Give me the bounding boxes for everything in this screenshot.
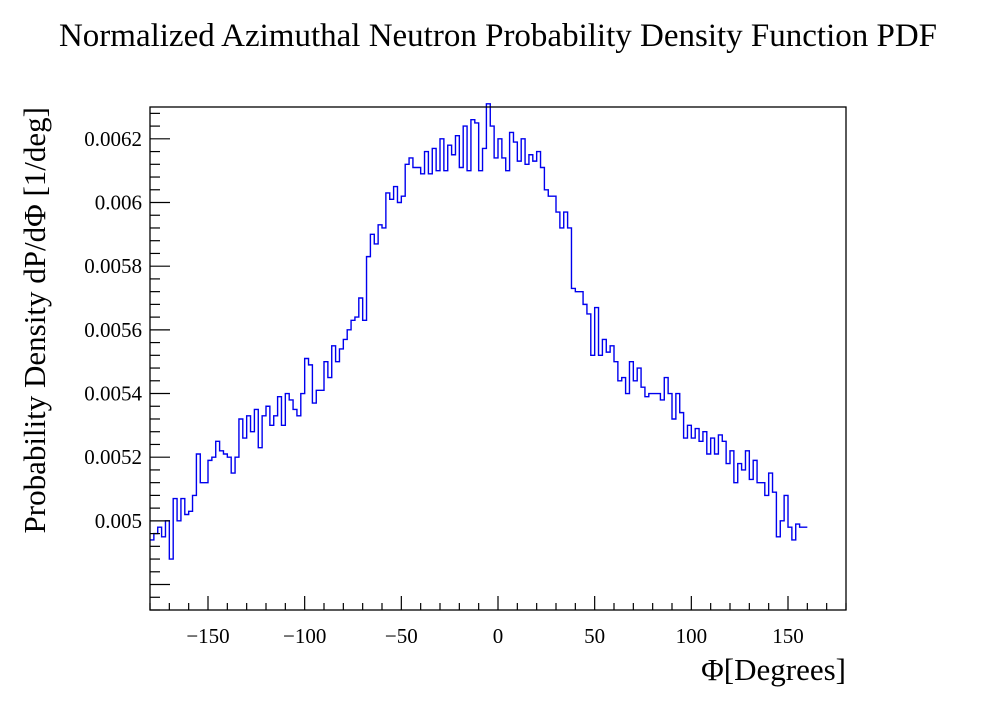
x-tick-label: 100	[676, 624, 708, 648]
y-tick-label: 0.0058	[84, 254, 142, 278]
x-tick-label: 150	[772, 624, 804, 648]
x-axis-title: Φ[Degrees]	[701, 652, 846, 687]
y-tick-label: 0.0056	[84, 318, 142, 342]
y-tick-label: 0.005	[95, 509, 142, 533]
y-tick-label: 0.0054	[84, 382, 142, 406]
x-tick-label: −50	[385, 624, 418, 648]
y-tick-label: 0.0052	[84, 445, 142, 469]
x-axis: −150 −100 −50 0 50 100 150	[149, 596, 847, 648]
x-tick-label: 0	[493, 624, 504, 648]
y-tick-label: 0.0062	[84, 127, 142, 151]
histogram-line	[150, 103, 808, 560]
x-tick-label: 50	[584, 624, 605, 648]
y-axis-title: Probability Density dP/dΦ [1/deg]	[17, 107, 52, 534]
chart-title: Normalized Azimuthal Neutron Probability…	[58, 18, 938, 54]
y-axis: 0.005 0.0052 0.0054 0.0056 0.0058 0.006 0.0062	[84, 112, 170, 611]
x-tick-label: −100	[283, 624, 326, 648]
plot-frame	[149, 106, 847, 611]
x-tick-label: −150	[186, 624, 229, 648]
y-tick-label: 0.006	[95, 191, 142, 215]
